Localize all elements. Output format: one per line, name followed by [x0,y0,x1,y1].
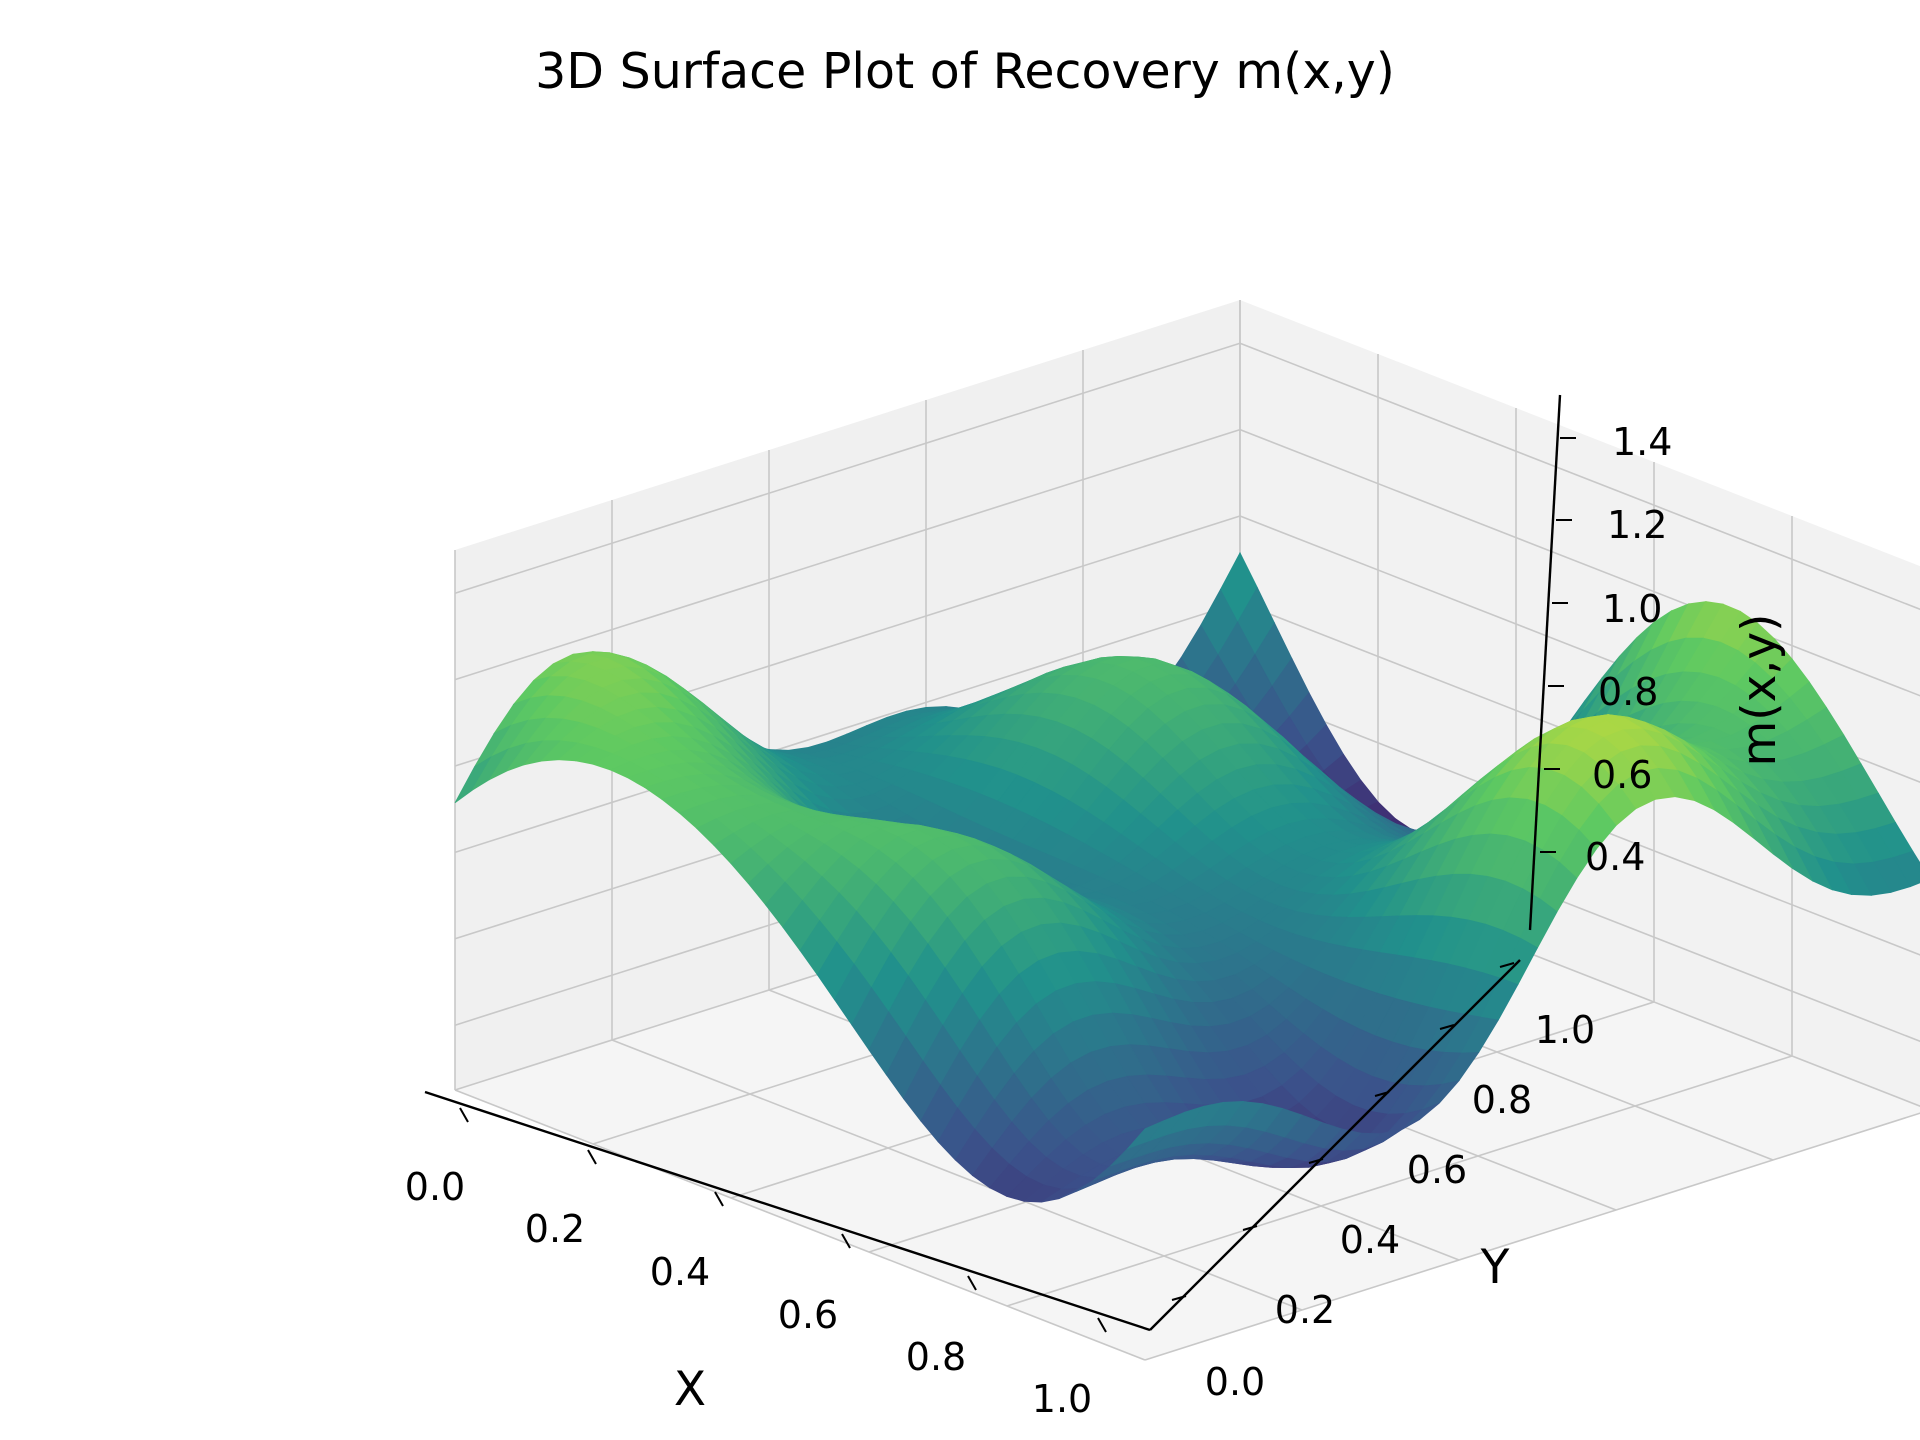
surface-patch [1126,1120,1165,1150]
z-tick-label: 1.0 [1602,587,1662,631]
tick-labels: 0.00.20.40.60.81.0 0.00.20.40.60.81.00.40… [405,420,1673,1421]
x-axis-line [424,1090,1151,1332]
z-tick-label: 0.4 [1585,835,1645,879]
x-tick-mark [714,1191,724,1207]
grid-line [1006,1055,1793,1307]
z-axis-line [1528,394,1562,931]
z-tick-label: 1.2 [1607,503,1667,547]
y-tick-label: 0.0 [1205,1360,1265,1404]
x-tick-label: 0.2 [525,1207,585,1251]
x-tick-mark [967,1275,977,1291]
x-tick-mark [1097,1317,1107,1333]
x-tick-label: 0.8 [906,1335,966,1379]
x-tick-label: 0.6 [778,1293,838,1337]
y-tick-label: 0.4 [1340,1218,1400,1262]
surface-mesh [454,551,1920,1203]
x-tick-mark [587,1149,597,1165]
grid-line [454,601,1241,854]
grid-line [454,342,1241,594]
grid-line [1239,428,1920,697]
grid-line [454,428,1241,681]
chart-title: 3D Surface Plot of Recovery m(x,y) [535,43,1395,100]
y-tick-mark [1242,1225,1258,1231]
y-tick-mark [1308,1158,1324,1164]
y-tick-label: 0.2 [1275,1288,1335,1332]
x-tick-mark [459,1107,469,1123]
x-tick-label: 0.4 [650,1250,710,1294]
y-tick-mark [1439,1024,1455,1030]
grid-line [1239,342,1920,611]
z-axis-label: m(x,y) [1732,613,1787,766]
grid-line [611,1039,1303,1311]
y-tick-mark [1499,962,1515,968]
y-axis-line [1149,959,1521,1331]
x-tick-mark [841,1233,851,1249]
grid-line [1144,1112,1920,1361]
z-tick-label: 0.8 [1598,670,1658,714]
y-axis-label: Y [1480,1240,1510,1295]
z-tick-label: 0.6 [1592,753,1652,797]
x-tick-label: 1.0 [1032,1377,1092,1421]
y-tick-mark [1374,1091,1390,1097]
axis-lines [424,394,1562,1332]
y-tick-label: 0.8 [1472,1078,1532,1122]
x-tick-label: 0.0 [405,1165,465,1209]
y-tick-label: 0.6 [1407,1148,1467,1192]
z-tick-label: 1.4 [1612,420,1672,464]
grid-line [454,1089,1146,1361]
x-axis-label: X [674,1362,706,1417]
y-tick-label: 1.0 [1535,1008,1595,1052]
y-tick-mark [1171,1295,1187,1301]
